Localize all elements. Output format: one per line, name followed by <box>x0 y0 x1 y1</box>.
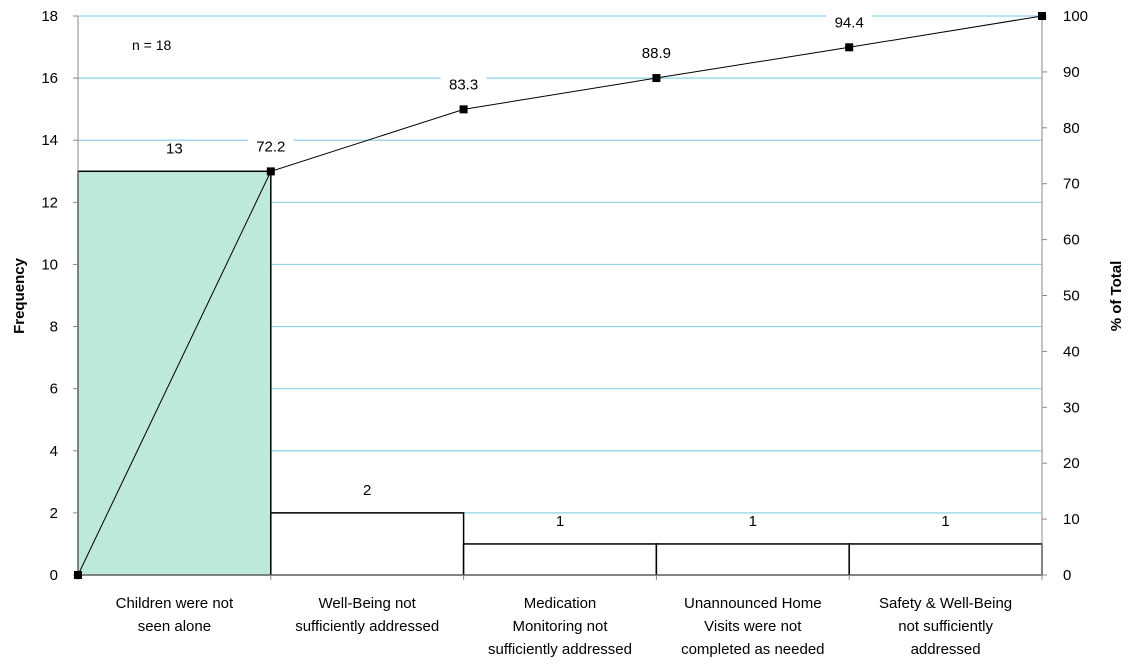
cumulative-label-4: 94.4 <box>835 14 864 31</box>
cumulative-point-2 <box>459 105 468 114</box>
cumulative-point-4 <box>845 43 854 52</box>
y-right-tick-label-90: 90 <box>1063 64 1080 81</box>
data-labels: 13 2 1 1 1 72.2 83.3 88.9 94.4 <box>166 13 950 530</box>
cumulative-label-bg-2 <box>440 75 487 96</box>
y-right-tick-label-10: 10 <box>1063 511 1080 528</box>
bar-value-label-2: 2 <box>363 482 371 499</box>
y-left-tick-label-0: 0 <box>50 567 58 584</box>
x-category-label-5: Safety & Well-Being not sufficiently addre… <box>879 595 1012 658</box>
cumulative-label-1: 72.2 <box>256 138 285 155</box>
cumulative-point-5 <box>1038 12 1046 20</box>
y-right-tick-label-100: 100 <box>1063 8 1088 25</box>
y-left-tick-label-6: 6 <box>50 381 58 398</box>
bar-value-label-4: 1 <box>749 513 757 530</box>
x-category-label-3: Medication Monitoring not sufficiently add… <box>488 595 632 658</box>
cumulative-line <box>74 12 1046 579</box>
cumulative-label-bg-4 <box>826 13 873 34</box>
cumulative-point-3 <box>652 74 661 83</box>
bar-3 <box>462 543 658 576</box>
y-right-tick-label-20: 20 <box>1063 455 1080 472</box>
y-axis-left-title: Frequency <box>11 257 28 334</box>
y-left-tick-label-18: 18 <box>41 8 58 25</box>
bar-value-label-1: 13 <box>166 140 183 157</box>
y-left-tick-label-16: 16 <box>41 70 58 87</box>
cumulative-point-0 <box>74 571 82 579</box>
y-left-tick-label-12: 12 <box>41 194 58 211</box>
cumulative-label-bg-3 <box>633 44 680 65</box>
cumulative-label-3: 88.9 <box>642 45 671 62</box>
y-right-tick-label-30: 30 <box>1063 399 1080 416</box>
y-axis-right-title: % of Total <box>1108 261 1125 332</box>
y-right-tick-label-60: 60 <box>1063 232 1080 249</box>
x-category-label-4: Unannounced Home Visits were not completed… <box>681 595 824 658</box>
x-category-label-1: Children were not seen alone <box>116 595 234 635</box>
y-right-tick-label-70: 70 <box>1063 176 1080 193</box>
cumulative-label-2: 83.3 <box>449 76 478 93</box>
y-left-tick-label-10: 10 <box>41 256 58 273</box>
cumulative-polyline <box>77 15 1043 576</box>
y-right-tick-label-40: 40 <box>1063 343 1080 360</box>
axes: 0246810121416180102030405060708090100Chi… <box>41 8 1088 658</box>
x-category-label-2: Well-Being not sufficiently addressed <box>295 595 439 635</box>
bar-5 <box>848 543 1043 576</box>
bar-value-label-5: 1 <box>941 513 949 530</box>
y-right-tick-label-50: 50 <box>1063 288 1080 305</box>
y-right-tick-label-0: 0 <box>1063 567 1071 584</box>
bar-value-label-3: 1 <box>556 513 564 530</box>
y-left-tick-label-8: 8 <box>50 319 58 336</box>
y-left-tick-label-14: 14 <box>41 132 58 149</box>
bar-4 <box>655 543 850 576</box>
y-left-tick-label-2: 2 <box>50 505 58 522</box>
cumulative-point-1 <box>266 167 275 176</box>
y-left-tick-label-4: 4 <box>50 443 58 460</box>
cumulative-label-bg-1 <box>247 137 294 158</box>
y-right-tick-label-80: 80 <box>1063 120 1080 137</box>
sample-size-annotation: n = 18 <box>132 37 172 53</box>
bar-2 <box>270 512 465 576</box>
